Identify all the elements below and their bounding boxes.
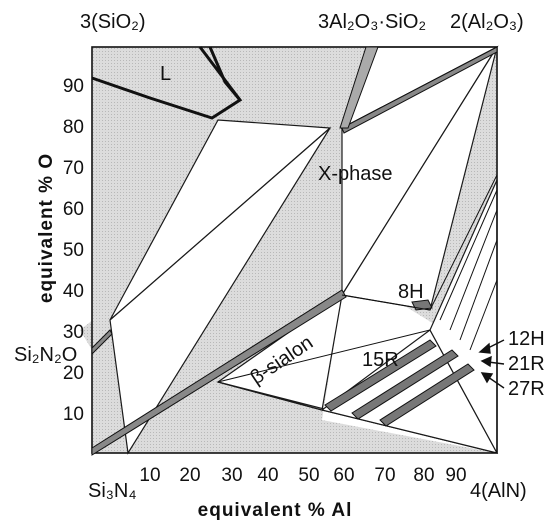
- band-15r-2: [351, 349, 459, 420]
- fan-line: [439, 189, 498, 321]
- corner-label-mullite: 3Al₂O₃·SiO₂: [318, 11, 426, 33]
- band-15r-1: [324, 339, 437, 412]
- y-tick-label: 20: [63, 363, 84, 384]
- fan-line: [449, 209, 498, 331]
- x-tick-label: 90: [445, 465, 466, 486]
- phase-label-liquid: L: [160, 63, 171, 85]
- fan-line: [469, 279, 498, 351]
- arrowhead-12h: [478, 342, 491, 354]
- phase-label-8h: 8H: [398, 281, 424, 303]
- y-tick-label: 90: [63, 76, 84, 97]
- x-tick-label: 10: [139, 465, 160, 486]
- x-tick-label: 20: [179, 465, 200, 486]
- corner-label-sio2: 3(SiO₂): [80, 11, 146, 33]
- phase-label-15r: 15R: [362, 349, 399, 371]
- y-tick-label: 60: [63, 199, 84, 220]
- x-tick-label: 60: [333, 465, 354, 486]
- phase-label-21r: 21R: [508, 353, 545, 375]
- phase-label-x-phase: X-phase: [318, 163, 393, 185]
- x-tick-label: 80: [413, 465, 434, 486]
- x-tick-labels: 10 20 30 40 50 60 70 80 90: [139, 465, 466, 486]
- fan-line: [459, 239, 498, 341]
- fan-line: [429, 174, 498, 311]
- corner-label-aln: 4(AlN): [470, 480, 527, 502]
- phase-label-27r: 27R: [508, 378, 545, 400]
- phase-label-12h: 12H: [508, 328, 545, 350]
- x-axis-title: equivalent % Al: [198, 500, 353, 521]
- y-tick-label: 70: [63, 158, 84, 179]
- y-tick-label: 80: [63, 117, 84, 138]
- leader-arrows: [478, 339, 505, 389]
- liquid-boundary-upper: [198, 46, 242, 101]
- fan-lines: [217, 174, 498, 383]
- x-tick-label: 50: [298, 465, 319, 486]
- y-axis-title: equivalent % O: [36, 153, 57, 303]
- arrowhead-27r: [480, 372, 494, 384]
- x-phase-band: [341, 46, 498, 134]
- y-tick-label: 10: [63, 404, 84, 425]
- fan-line: [217, 329, 431, 383]
- x-tick-label: 70: [374, 465, 395, 486]
- y-tick-labels: 90 80 70 60 50 40 30 20 10: [63, 76, 84, 425]
- x-tick-label: 40: [257, 465, 278, 486]
- mullite-band: [339, 46, 379, 129]
- corner-label-si3n4: Si₃N₄: [88, 480, 137, 502]
- leader-27r: [487, 376, 505, 389]
- si2n2o-band: [91, 329, 113, 356]
- y-tick-label: 30: [63, 322, 84, 343]
- band-15r-3: [379, 363, 475, 427]
- arrowhead-21r: [480, 355, 492, 368]
- corner-label-al2o3: 2(Al₂O₃): [450, 11, 524, 33]
- label-si2n2o: Si₂N₂O: [14, 344, 77, 366]
- field-b: [109, 127, 331, 455]
- fan-line: [341, 294, 431, 311]
- plot-frame: [91, 46, 498, 454]
- polytypoid-bands: [324, 299, 475, 427]
- y-tick-label: 40: [63, 281, 84, 302]
- x-tick-label: 30: [221, 465, 242, 486]
- beta-sialon-band: [91, 289, 347, 456]
- y-tick-label: 50: [63, 240, 84, 261]
- shaded-region-bottom-band: [168, 295, 497, 453]
